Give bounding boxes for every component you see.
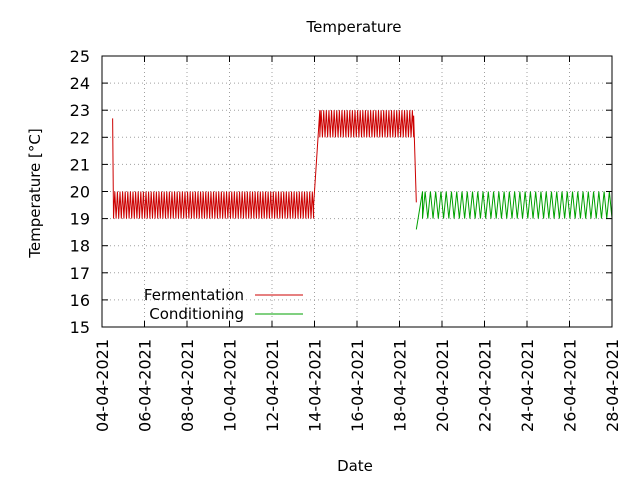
- y-axis-ticks: 15 16 17 18 19 20 21 22 23 24 25: [70, 47, 612, 337]
- y-tick-label: 16: [70, 291, 90, 310]
- x-tick-label: 28-04-2021: [603, 339, 622, 432]
- x-tick-label: 08-04-2021: [178, 339, 197, 432]
- x-axis-ticks: 04-04-2021 06-04-2021 08-04-2021 10-04-2021…: [93, 56, 622, 432]
- y-tick-label: 25: [70, 47, 90, 66]
- x-tick-label: 04-04-2021: [93, 339, 112, 432]
- y-tick-label: 19: [70, 210, 90, 229]
- y-tick-label: 20: [70, 183, 90, 202]
- x-tick-label: 14-04-2021: [306, 339, 325, 432]
- x-tick-label: 18-04-2021: [391, 339, 410, 432]
- x-tick-label: 06-04-2021: [136, 339, 155, 432]
- y-tick-label: 17: [70, 264, 90, 283]
- x-tick-label: 16-04-2021: [348, 339, 367, 432]
- x-tick-label: 10-04-2021: [221, 339, 240, 432]
- x-tick-label: 20-04-2021: [433, 339, 452, 432]
- grid-lines: [102, 56, 612, 327]
- x-tick-label: 22-04-2021: [476, 339, 495, 432]
- y-tick-label: 21: [70, 155, 90, 174]
- x-tick-label: 26-04-2021: [561, 339, 580, 432]
- x-axis-label: Date: [337, 457, 373, 475]
- chart-title: Temperature: [305, 18, 401, 36]
- x-tick-label: 24-04-2021: [518, 339, 537, 432]
- y-tick-label: 23: [70, 101, 90, 120]
- plot-lines: [112, 110, 613, 230]
- y-tick-label: 18: [70, 237, 90, 256]
- y-tick-label: 22: [70, 128, 90, 147]
- legend-label: Fermentation: [144, 286, 244, 304]
- y-tick-label: 24: [70, 74, 90, 93]
- x-tick-label: 12-04-2021: [263, 339, 282, 432]
- legend-label: Conditioning: [149, 305, 244, 323]
- y-tick-label: 15: [70, 318, 90, 337]
- series-line-fermentation: [112, 110, 417, 219]
- series-line-conditioning: [415, 191, 613, 230]
- y-axis-label: Temperature [°C]: [26, 128, 44, 258]
